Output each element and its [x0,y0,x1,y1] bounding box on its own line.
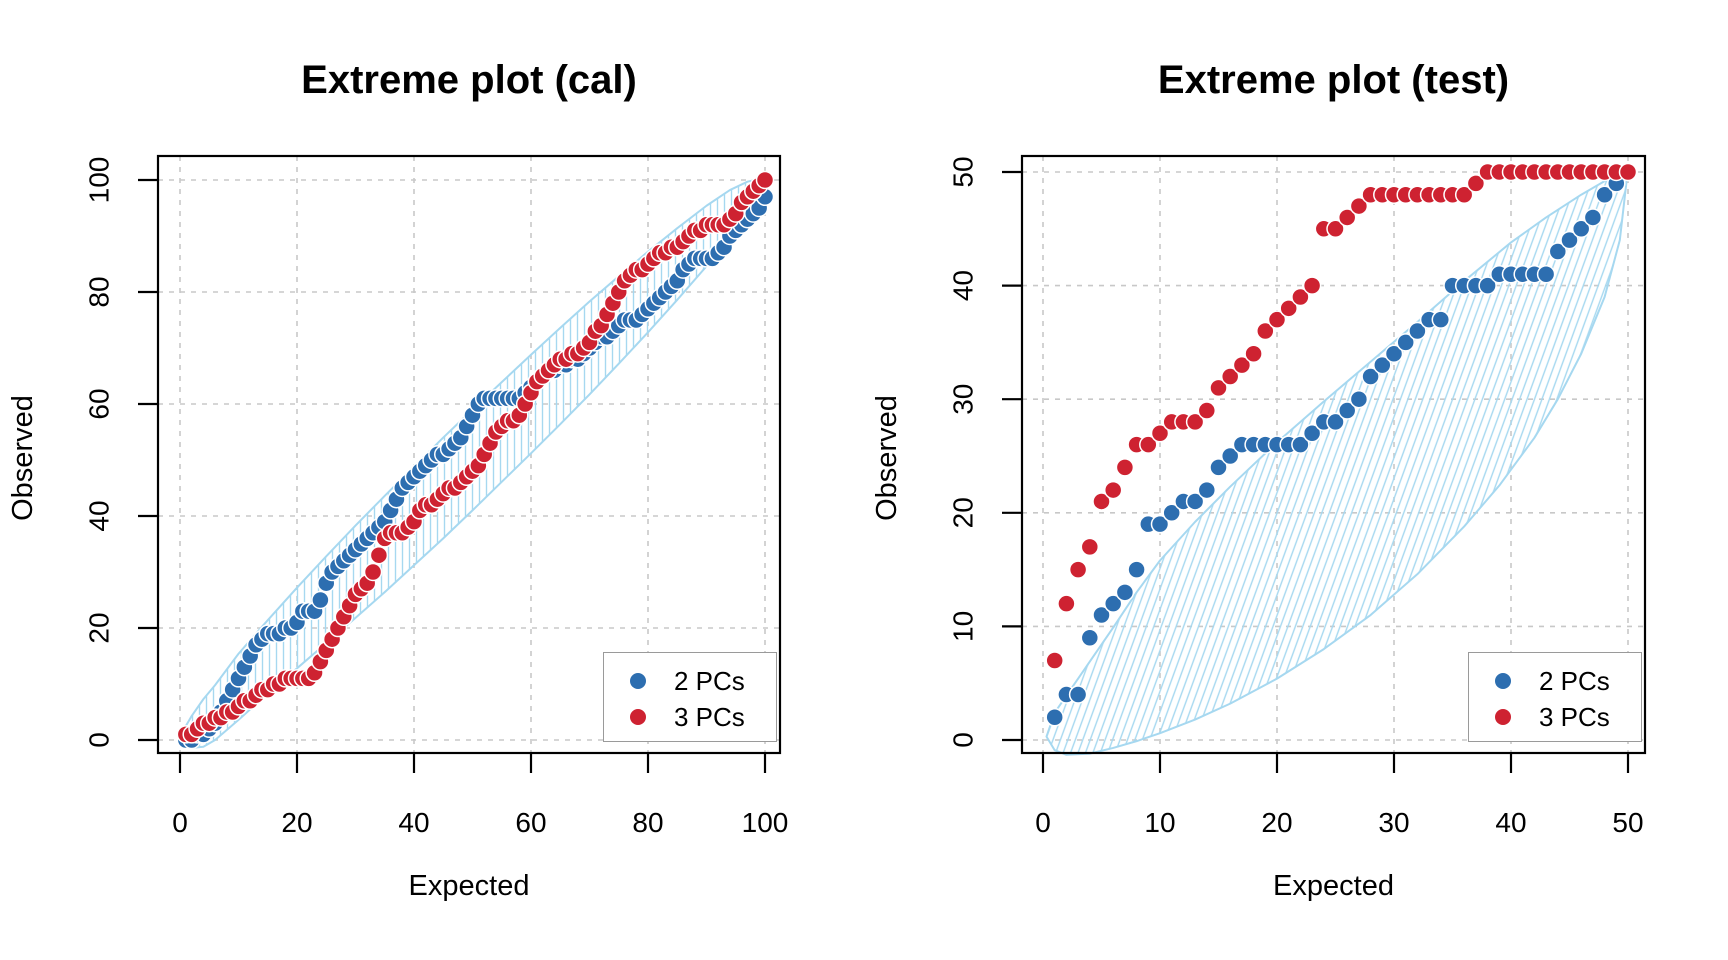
svg-text:20: 20 [281,807,312,838]
svg-text:50: 50 [947,156,978,187]
svg-text:20: 20 [947,497,978,528]
x-axis-label-cal: Expected [408,870,530,902]
legend-test: 2 PCs 3 PCs [1468,652,1642,742]
series-marker-3pcs-icon [630,709,646,725]
svg-text:40: 40 [947,270,978,301]
legend-cal: 2 PCs 3 PCs [603,652,777,742]
plot-title-cal: Extreme plot (cal) [301,58,637,102]
cal-gridlines [158,156,780,753]
svg-text:80: 80 [632,807,663,838]
svg-text:20: 20 [83,612,114,643]
svg-text:40: 40 [83,500,114,531]
legend-item-2pcs: 2 PCs [1469,663,1641,699]
svg-text:0: 0 [947,732,978,748]
test-series-3-pcs [1045,162,1638,670]
cal-tick-labels: 0 20 40 60 80 100 0 20 40 60 80 100 [83,157,788,838]
legend-item-3pcs: 3 PCs [604,699,776,735]
y-axis-label-test: Observed [871,395,903,521]
svg-text:60: 60 [83,388,114,419]
svg-text:40: 40 [1495,807,1526,838]
svg-text:0: 0 [83,732,114,748]
legend-label-3pcs: 3 PCs [1539,701,1610,732]
svg-text:60: 60 [515,807,546,838]
legend-label-3pcs: 3 PCs [674,701,745,732]
svg-text:30: 30 [947,384,978,415]
cal-axis-ticks [138,178,767,773]
svg-text:0: 0 [1035,807,1051,838]
test-plot-box [1020,154,1647,755]
svg-text:10: 10 [1144,807,1175,838]
svg-text:10: 10 [947,611,978,642]
series-marker-3pcs-icon [1495,709,1511,725]
cal-series-3-pcs [176,170,775,744]
legend-item-3pcs: 3 PCs [1469,699,1641,735]
x-axis-label-test: Expected [1273,870,1394,902]
svg-text:100: 100 [83,157,114,204]
legend-item-2pcs: 2 PCs [604,663,776,699]
svg-text:50: 50 [1612,807,1643,838]
svg-text:40: 40 [398,807,429,838]
test-axis-ticks [1002,170,1630,773]
test-series-2-pcs [1045,162,1638,727]
panel-cal: 0 20 40 60 80 100 0 20 40 60 80 100 [83,154,788,838]
panel-test: 0 10 20 30 40 50 0 10 20 30 40 50 [947,154,1647,838]
y-axis-label-cal: Observed [7,395,39,521]
svg-text:0: 0 [172,807,188,838]
svg-text:20: 20 [1261,807,1292,838]
cal-plot-box [156,154,782,755]
svg-text:30: 30 [1378,807,1409,838]
legend-label-2pcs: 2 PCs [674,665,745,696]
series-marker-2pcs-icon [630,673,646,689]
svg-text:80: 80 [83,276,114,307]
legend-label-2pcs: 2 PCs [1539,665,1610,696]
svg-text:100: 100 [742,807,789,838]
test-tick-labels: 0 10 20 30 40 50 0 10 20 30 40 50 [947,156,1643,838]
test-confidence-envelope [1045,167,1629,756]
plot-title-test: Extreme plot (test) [1157,58,1510,102]
series-marker-2pcs-icon [1495,673,1511,689]
